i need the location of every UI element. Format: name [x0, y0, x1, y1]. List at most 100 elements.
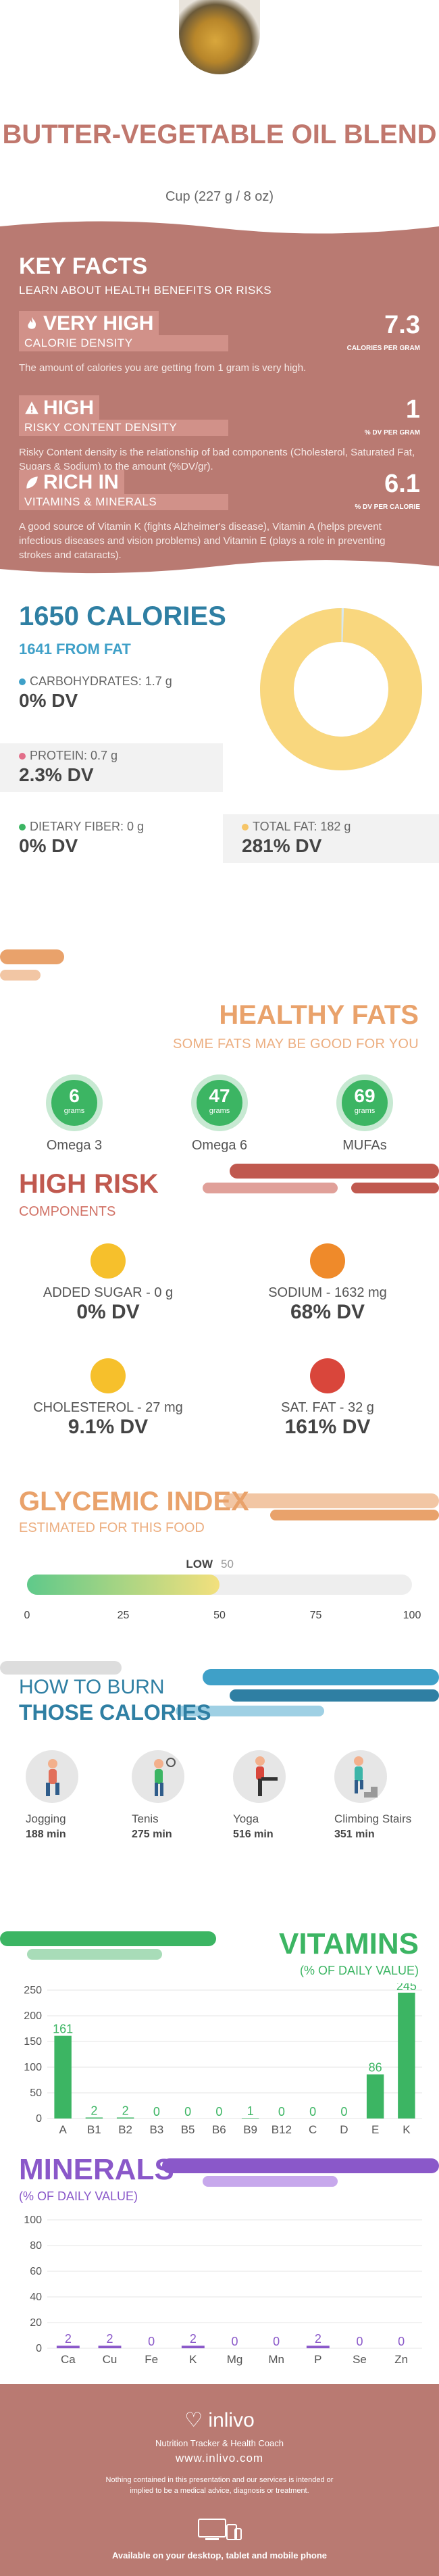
vitamins-minerals-value: 6.1	[384, 470, 420, 498]
burn-title: HOW TO BURN	[19, 1676, 165, 1698]
bar	[366, 2074, 384, 2119]
x-tick-label: Mn	[268, 2353, 284, 2366]
stripe-decoration	[0, 1661, 439, 1716]
omega6-circle: 47 grams	[191, 1074, 248, 1131]
bar-value-label: 2	[65, 2332, 72, 2346]
bar-value-label: 245	[396, 1983, 417, 1993]
bar	[116, 2117, 134, 2119]
footer: ♡ inlivo Nutrition Tracker & Health Coac…	[0, 2384, 439, 2576]
glycemic-tick-label: 0	[24, 1610, 30, 1621]
fact-risky-content: HIGH RISKY CONTENT DENSITY 1 % DV PER GR…	[19, 395, 420, 472]
glycemic-fill	[27, 1575, 220, 1595]
y-tick-label: 100	[24, 2062, 42, 2073]
macro-fiber: DIETARY FIBER: 0 g 0% DV	[19, 820, 145, 856]
bar-value-label: 161	[53, 2023, 73, 2036]
key-facts-title: KEY FACTS	[19, 253, 148, 279]
sick-face-icon	[310, 1358, 345, 1393]
fat-mufas: 69 grams MUFAs	[317, 1074, 412, 1154]
stripe-decoration	[0, 1931, 216, 1960]
bar-value-label: 0	[184, 2105, 191, 2119]
glycemic-title: GLYCEMIC INDEX	[19, 1487, 249, 1516]
macro-protein: PROTEIN: 0.7 g 2.3% DV	[0, 743, 223, 792]
minerals-subtitle: (% OF DAILY VALUE)	[19, 2189, 138, 2203]
bar-value-label: 1	[247, 2104, 254, 2118]
calories-from-fat: 1641 FROM FAT	[19, 641, 131, 658]
x-tick-label: Fe	[145, 2353, 158, 2366]
bar-value-label: 0	[356, 2335, 363, 2348]
y-tick-label: 50	[30, 2087, 42, 2099]
x-tick-label: Ca	[61, 2353, 76, 2366]
x-tick-label: Mg	[227, 2353, 243, 2366]
activity-jogging: Jogging 188 min	[26, 1750, 127, 1841]
y-tick-label: 40	[30, 2292, 42, 2303]
mufas-circle: 69 grams	[336, 1074, 393, 1131]
grin-face-icon	[91, 1243, 126, 1279]
high-risk-title: HIGH RISK	[19, 1169, 159, 1199]
calories-title: 1650 CALORIES	[19, 601, 226, 631]
y-tick-label: 100	[24, 2214, 42, 2226]
bar-value-label: 0	[215, 2105, 222, 2119]
bar-value-label: 2	[106, 2332, 113, 2346]
x-tick-label: B1	[87, 2123, 101, 2136]
glycemic-level: LOW	[186, 1558, 213, 1570]
fat-omega3: 6 grams Omega 3	[27, 1074, 122, 1154]
stairs-icon	[334, 1750, 387, 1803]
x-tick-label: K	[403, 2123, 411, 2136]
burn-calories-section: HOW TO BURN THOSE CALORIES Jogging 188 m…	[0, 1656, 439, 1926]
footer-tagline: Nutrition Tracker & Health Coach	[155, 2438, 284, 2448]
wave-divider	[0, 213, 439, 234]
burn-title-2: THOSE CALORIES	[19, 1700, 211, 1725]
glycemic-index-section: GLYCEMIC INDEX ESTIMATED FOR THIS FOOD L…	[0, 1487, 439, 1656]
smile-face-icon	[91, 1358, 126, 1393]
x-tick-label: B12	[272, 2123, 292, 2136]
bar	[85, 2117, 103, 2119]
footer-disclaimer: Nothing contained in this presentation a…	[105, 2476, 334, 2495]
minerals-title: MINERALS	[19, 2153, 174, 2186]
vitamins-bar-chart: 050100150200250161A2B12B20B30B50B61B90B1…	[24, 1983, 422, 2136]
footer-url[interactable]: www.inlivo.com	[175, 2452, 264, 2464]
jogging-icon	[26, 1750, 78, 1803]
fact-calorie-density: VERY HIGH CALORIE DENSITY 7.3 CALORIES P…	[19, 311, 420, 374]
fat-dot-icon	[242, 824, 249, 831]
risk-sat-fat: SAT. FAT - 32 g 161% DV	[233, 1358, 422, 1439]
healthy-fats-title: HEALTHY FATS	[219, 1000, 419, 1030]
x-tick-label: A	[59, 2123, 67, 2136]
x-tick-label: B2	[118, 2123, 132, 2136]
bar	[54, 2035, 72, 2119]
fact-vitamins-minerals: RICH IN VITAMINS & MINERALS 6.1 % DV PER…	[19, 470, 420, 561]
serving-size: Cup (227 g / 8 oz)	[165, 189, 274, 204]
activity-yoga: Yoga 516 min	[233, 1750, 334, 1841]
fiber-dot-icon	[19, 824, 26, 831]
y-tick-label: 250	[24, 1985, 42, 1996]
footer-available: Available on your desktop, tablet and mo…	[111, 2550, 328, 2560]
key-facts-subtitle: LEARN ABOUT HEALTH BENEFITS OR RISKS	[19, 284, 272, 297]
bar-value-label: 0	[273, 2335, 280, 2348]
y-tick-label: 150	[24, 2036, 42, 2048]
healthy-fats-subtitle: SOME FATS MAY BE GOOD FOR YOU	[173, 1037, 419, 1051]
bar	[181, 2346, 205, 2348]
bar-value-label: 0	[148, 2335, 155, 2348]
minerals-bar-chart: 0 20 40 60 80 100 2 Ca 2 Cu 0 Fe 2 K 0 Mg 0 Mn 2 P 0 Se 0 Zn	[24, 2214, 422, 2366]
glycemic-value: 50	[221, 1558, 234, 1570]
calories-section: 1650 CALORIES 1641 FROM FAT CARBOHYDRATE…	[0, 581, 439, 1000]
donut-fat-slice	[260, 608, 422, 770]
inlivo-logo-icon: ♡	[184, 2409, 209, 2431]
bar-value-label: 0	[278, 2105, 285, 2119]
yoga-icon	[233, 1750, 286, 1803]
y-tick-label: 200	[24, 2010, 42, 2022]
y-tick-label: 0	[36, 2343, 42, 2354]
high-risk-section: HIGH RISK COMPONENTS ADDED SUGAR - 0 g 0…	[0, 1156, 439, 1487]
bar	[98, 2346, 122, 2348]
risky-content-value: 1	[405, 395, 420, 424]
header: BUTTER-VEGETABLE OIL BLEND Cup (227 g / …	[0, 0, 439, 213]
y-tick-label: 80	[30, 2240, 42, 2252]
bar-value-label: 2	[122, 2104, 129, 2117]
wave-divider	[0, 560, 439, 581]
warning-icon	[25, 401, 38, 414]
glycemic-gauge: LOW 50 0 25 50 75 100	[24, 1558, 421, 1621]
bar-value-label: 0	[153, 2105, 160, 2119]
bar	[56, 2346, 80, 2348]
carbs-dot-icon	[19, 678, 26, 685]
vitamins-subtitle: (% OF DAILY VALUE)	[299, 1964, 419, 1977]
vitamins-title: VITAMINS	[279, 1927, 419, 1960]
